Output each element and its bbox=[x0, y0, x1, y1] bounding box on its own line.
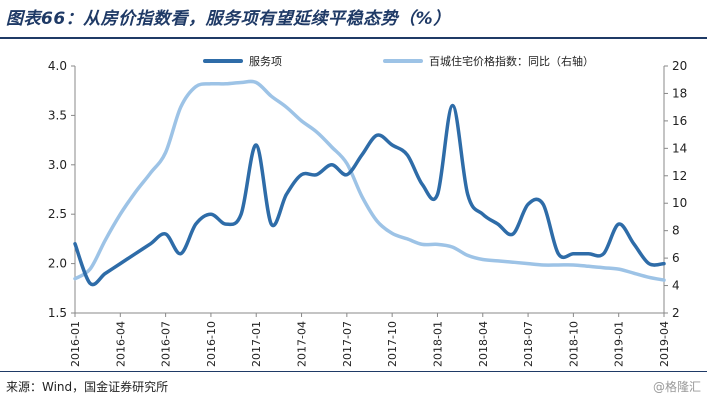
x-tick-label: 2018-07 bbox=[522, 321, 535, 367]
chart-legend: 服务项 百城住宅价格指数：同比（右轴） bbox=[203, 54, 594, 68]
services-line bbox=[73, 103, 666, 287]
x-tick-label: 2016-10 bbox=[205, 321, 218, 367]
right-tick-label: 6 bbox=[672, 251, 680, 265]
right-tick-label: 18 bbox=[672, 86, 687, 100]
x-tick-label: 2017-10 bbox=[386, 321, 399, 367]
line-chart: 1.5 2.0 2.5 3.0 3.5 4.0 2 4 6 8 10 12 14 16 18 20 2016-0… bbox=[48, 54, 687, 367]
housing-price-index-line bbox=[73, 79, 666, 282]
title-divider bbox=[0, 37, 707, 39]
footer-divider bbox=[0, 371, 707, 372]
x-tick-label: 2018-01 bbox=[431, 321, 444, 367]
x-tick-label: 2017-07 bbox=[341, 321, 354, 367]
source-note: 来源：Wind，国金证券研究所 bbox=[6, 380, 169, 394]
x-tick-label: 2016-07 bbox=[160, 321, 173, 367]
left-tick-label: 3.0 bbox=[48, 158, 67, 172]
left-tick-label: 4.0 bbox=[48, 59, 67, 73]
right-tick-label: 4 bbox=[672, 279, 680, 293]
chart-axes: 1.5 2.0 2.5 3.0 3.5 4.0 2 4 6 8 10 12 14 16 18 20 2016-0… bbox=[48, 59, 687, 367]
x-tick-label: 2018-04 bbox=[477, 321, 490, 367]
x-tick-label: 2016-04 bbox=[114, 321, 127, 367]
right-tick-label: 20 bbox=[672, 59, 687, 73]
left-tick-label: 2.5 bbox=[48, 207, 67, 221]
right-tick-label: 8 bbox=[672, 224, 680, 238]
left-tick-label: 1.5 bbox=[48, 306, 67, 320]
right-tick-label: 16 bbox=[672, 114, 687, 128]
left-tick-label: 2.0 bbox=[48, 257, 67, 271]
left-tick-label: 3.5 bbox=[48, 108, 67, 122]
right-tick-label: 10 bbox=[672, 196, 687, 210]
right-tick-label: 14 bbox=[672, 141, 687, 155]
chart-title: 图表66：从房价指数看，服务项有望延续平稳态势（%） bbox=[6, 9, 451, 29]
x-tick-label: 2019-04 bbox=[658, 321, 671, 367]
right-tick-label: 2 bbox=[672, 306, 680, 320]
x-tick-label: 2016-01 bbox=[69, 321, 82, 367]
x-tick-label: 2019-01 bbox=[613, 321, 626, 367]
x-tick-label: 2018-10 bbox=[567, 321, 580, 367]
x-tick-label: 2017-01 bbox=[250, 321, 263, 367]
legend-item-services-label: 服务项 bbox=[249, 55, 282, 68]
series-layer bbox=[73, 79, 666, 287]
legend-item-housing-price-label: 百城住宅价格指数：同比（右轴） bbox=[429, 54, 594, 68]
right-tick-label: 12 bbox=[672, 169, 687, 183]
x-tick-label: 2017-04 bbox=[296, 321, 309, 367]
watermark: @格隆汇 bbox=[652, 380, 701, 394]
